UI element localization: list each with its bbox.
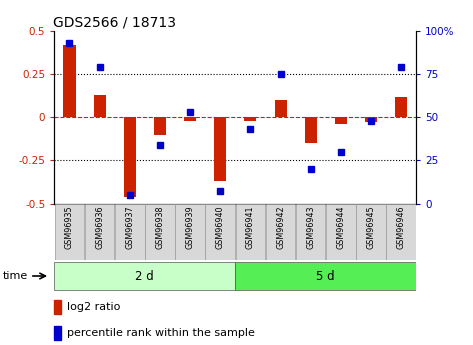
Text: GSM96946: GSM96946 [397,205,406,249]
Text: GSM96942: GSM96942 [276,205,285,249]
Bar [245,117,256,121]
Bar [85,204,114,260]
Text: GDS2566 / 18713: GDS2566 / 18713 [53,16,175,30]
Bar [335,117,347,124]
Bar [124,117,136,197]
Bar [205,204,235,260]
Bar [296,204,325,260]
Text: GSM96939: GSM96939 [185,205,194,249]
Bar [145,204,175,260]
Bar [214,117,226,181]
Bar [184,117,196,121]
Bar [326,204,356,260]
Bar [54,300,61,314]
Text: log2 ratio: log2 ratio [67,302,121,312]
Text: GSM96936: GSM96936 [95,205,104,249]
Bar [266,204,295,260]
Bar [54,326,61,340]
Bar [365,117,377,122]
Text: GSM96945: GSM96945 [367,205,376,249]
Text: GSM96941: GSM96941 [246,205,255,249]
Bar [54,262,235,290]
Bar [63,45,76,117]
Bar [356,204,386,260]
Text: GSM96940: GSM96940 [216,205,225,249]
Bar [154,117,166,135]
Bar [236,204,265,260]
Text: GSM96937: GSM96937 [125,205,134,249]
Text: percentile rank within the sample: percentile rank within the sample [67,328,255,338]
Text: GSM96938: GSM96938 [156,205,165,249]
Bar [235,262,416,290]
Bar [395,97,407,117]
Bar [305,117,317,143]
Bar [94,95,105,117]
Text: 2 d: 2 d [135,269,154,283]
Bar [175,204,205,260]
Bar [115,204,145,260]
Text: GSM96944: GSM96944 [336,205,345,249]
Bar [386,204,416,260]
Text: GSM96935: GSM96935 [65,205,74,249]
Bar [274,100,287,117]
Text: time: time [3,271,28,281]
Bar [55,204,84,260]
Text: 5 d: 5 d [316,269,335,283]
Text: GSM96943: GSM96943 [306,205,315,249]
